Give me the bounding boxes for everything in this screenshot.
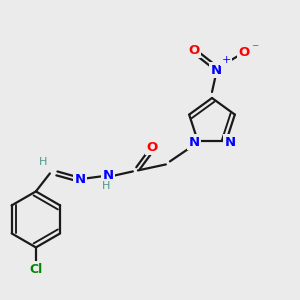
Text: H: H xyxy=(39,158,47,167)
Text: N: N xyxy=(102,169,113,182)
Text: N: N xyxy=(210,64,222,76)
Text: O: O xyxy=(146,141,158,154)
Text: +: + xyxy=(221,55,231,65)
Text: N: N xyxy=(188,136,200,149)
Text: Cl: Cl xyxy=(29,263,43,276)
Text: ⁻: ⁻ xyxy=(251,42,259,56)
Text: O: O xyxy=(188,44,200,56)
Text: H: H xyxy=(102,182,110,191)
Text: N: N xyxy=(74,173,86,186)
Text: O: O xyxy=(238,46,250,59)
Text: N: N xyxy=(224,136,236,149)
